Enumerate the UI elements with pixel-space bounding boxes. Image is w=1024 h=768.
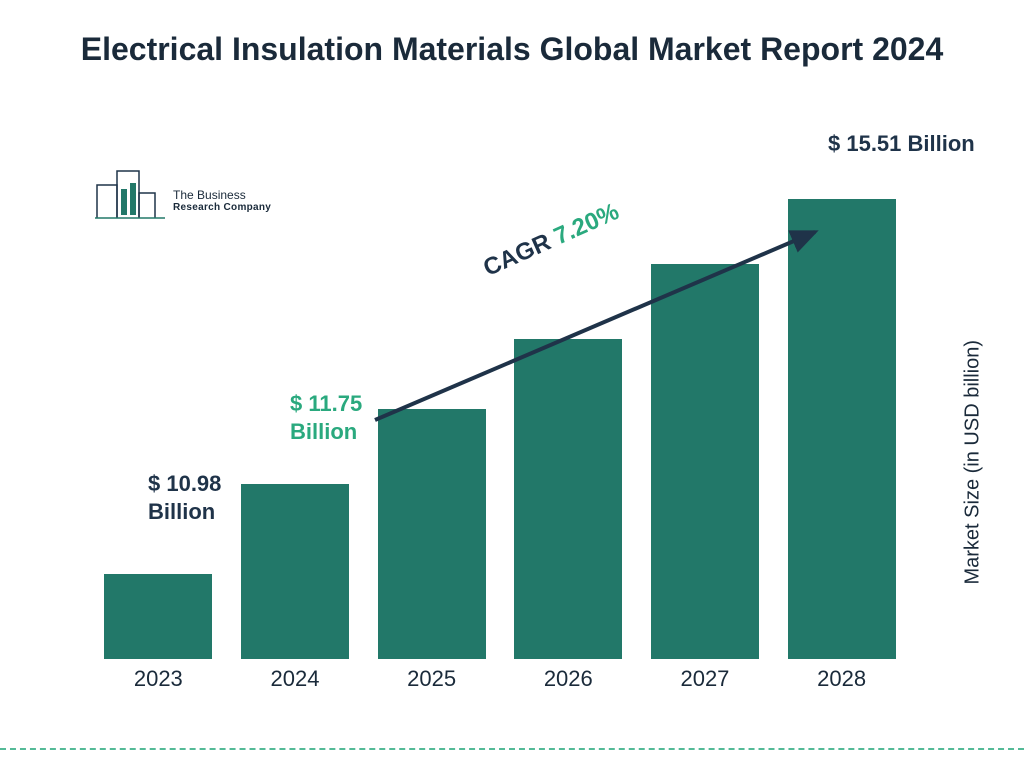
bar-2027 <box>650 264 760 659</box>
xlabel: 2024 <box>240 666 350 692</box>
xlabel: 2027 <box>650 666 760 692</box>
bar <box>788 199 896 659</box>
xlabel: 2023 <box>103 666 213 692</box>
chart-area: $ 10.98 Billion $ 11.75 Billion $ 15.51 … <box>80 160 950 700</box>
bar-2026 <box>513 339 623 659</box>
xlabel: 2028 <box>787 666 897 692</box>
bar-2028 <box>787 199 897 659</box>
bar <box>651 264 759 659</box>
bar <box>241 484 349 659</box>
bar-2025 <box>377 409 487 659</box>
x-axis-labels: 2023 2024 2025 2026 2027 2028 <box>80 666 920 692</box>
chart-title: Electrical Insulation Materials Global M… <box>0 0 1024 71</box>
value-label-2023: $ 10.98 Billion <box>148 470 221 525</box>
y-axis-label: Market Size (in USD billion) <box>962 340 985 585</box>
bar-2023 <box>103 574 213 659</box>
bar-group <box>80 159 920 659</box>
bar <box>378 409 486 659</box>
bar-2024 <box>240 484 350 659</box>
xlabel: 2026 <box>513 666 623 692</box>
bar <box>104 574 212 659</box>
value-label-2024: $ 11.75 Billion <box>290 390 362 445</box>
xlabel: 2025 <box>377 666 487 692</box>
value-label-2028: $ 15.51 Billion <box>828 130 975 158</box>
bottom-divider <box>0 748 1024 750</box>
plot-region: $ 10.98 Billion $ 11.75 Billion $ 15.51 … <box>80 160 920 660</box>
bar <box>514 339 622 659</box>
